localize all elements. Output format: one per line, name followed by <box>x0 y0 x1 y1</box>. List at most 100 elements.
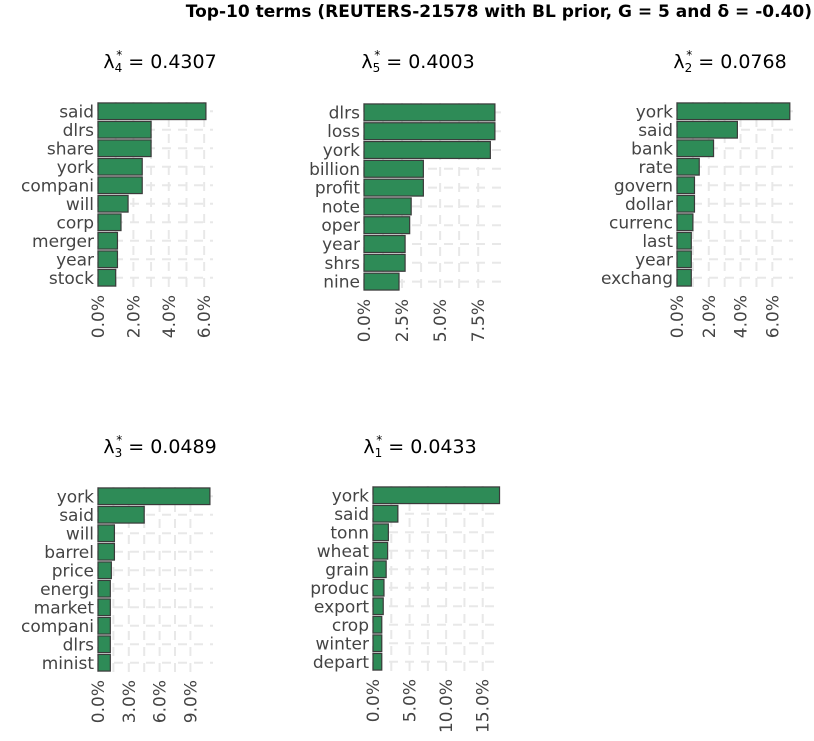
term-label: said <box>59 102 94 122</box>
bar <box>363 122 496 141</box>
bar <box>372 578 385 597</box>
bar <box>97 139 152 158</box>
lambda-subscript: 3 <box>114 446 123 460</box>
term-label: rate <box>638 158 673 178</box>
lambda-superscript: * <box>116 433 123 447</box>
tick-label: 4.0% <box>160 295 180 338</box>
term-label: nine <box>323 273 360 293</box>
lambda-symbol: λ <box>361 51 373 73</box>
lambda-superscript: * <box>686 48 693 62</box>
chart-panel-2: dlrslossyorkbillionprofitnoteoperyearshr… <box>309 103 501 342</box>
lambda-subscript: 2 <box>684 61 693 75</box>
term-label: said <box>59 506 94 526</box>
bar <box>97 524 116 543</box>
lambda-superscript: * <box>376 433 383 447</box>
bar <box>372 504 399 523</box>
tick-label: 4.0% <box>732 295 752 338</box>
bar <box>363 197 412 216</box>
term-label: bank <box>631 139 673 159</box>
lambda-superscript: * <box>374 48 381 62</box>
term-label: dollar <box>625 195 673 215</box>
term-label: york <box>636 102 673 122</box>
tick-label: 2.0% <box>124 295 144 338</box>
tick-label: 5.0% <box>431 299 451 342</box>
term-label: dlrs <box>329 103 361 123</box>
bar <box>97 653 111 672</box>
bar <box>363 159 424 178</box>
term-label: note <box>322 197 360 217</box>
lambda-subscript: 5 <box>372 61 381 75</box>
bar <box>372 486 501 505</box>
bar <box>676 268 692 287</box>
term-label: barrel <box>44 543 94 563</box>
term-label: minist <box>42 654 95 674</box>
term-label: loss <box>327 122 360 142</box>
bar <box>97 250 119 269</box>
tick-label: 0.0% <box>355 299 375 342</box>
tick-label: 15.0% <box>474 679 494 733</box>
bar <box>97 505 145 524</box>
term-label: energi <box>40 580 94 600</box>
term-label: produc <box>310 579 369 599</box>
lambda-value: = 0.0768 <box>692 51 787 73</box>
term-label: profit <box>315 179 361 199</box>
term-label: dlrs <box>63 121 95 141</box>
tick-label: 6.0% <box>151 680 171 723</box>
bar <box>97 102 207 121</box>
panel-title-3: λ2* = 0.0768 <box>630 48 814 75</box>
tick-label: 2.0% <box>700 295 720 338</box>
term-label: said <box>334 505 369 525</box>
term-label: govern <box>614 176 673 196</box>
bar <box>363 272 400 291</box>
term-label: currenc <box>609 213 673 233</box>
bar <box>97 487 211 506</box>
tick-label: 6.0% <box>195 295 215 338</box>
tick-label: 0.0% <box>89 680 109 723</box>
term-label: winter <box>315 634 369 654</box>
bar <box>363 178 424 197</box>
tick-label: 2.5% <box>393 299 413 342</box>
term-label: stock <box>49 269 94 289</box>
bar <box>372 634 383 653</box>
bar <box>363 253 406 272</box>
term-label: market <box>34 598 95 618</box>
panel-title-4: λ3* = 0.0489 <box>60 433 260 460</box>
term-label: york <box>323 141 360 161</box>
bar <box>97 542 116 561</box>
term-label: export <box>314 597 369 617</box>
bar <box>97 616 111 635</box>
bar <box>676 176 696 195</box>
bar <box>97 231 119 250</box>
term-label: said <box>638 121 673 141</box>
term-label: year <box>56 250 94 270</box>
term-label: last <box>642 232 673 252</box>
bar <box>372 541 389 560</box>
tick-label: 10.0% <box>437 679 457 733</box>
bar <box>676 139 715 158</box>
bar <box>97 213 122 232</box>
tick-label: 5.0% <box>401 679 421 722</box>
tick-label: 9.0% <box>181 680 201 723</box>
bar <box>363 216 411 235</box>
term-label: crop <box>332 616 369 636</box>
term-label: tonn <box>330 523 369 543</box>
lambda-symbol: λ <box>673 51 685 73</box>
term-label: york <box>57 487 94 507</box>
page-title: Top-10 terms (REUTERS-21578 with BL prio… <box>185 2 812 22</box>
term-label: year <box>635 250 673 270</box>
panel-title-1: λ4* = 0.4307 <box>60 48 260 75</box>
chart-panel-1: saiddlrsshareyorkcompaniwillcorpmergerye… <box>21 102 215 338</box>
bar <box>97 268 117 287</box>
bar <box>97 579 111 598</box>
tick-label: 3.0% <box>120 680 140 723</box>
chart-panel-3: yorksaidbankrategoverndollarcurrenclasty… <box>601 102 793 338</box>
bar <box>676 231 692 250</box>
bar <box>97 176 143 195</box>
term-label: price <box>52 561 94 581</box>
lambda-symbol: λ <box>103 51 115 73</box>
chart-panel-5: yorksaidtonnwheatgrainproducexportcropwi… <box>310 486 501 733</box>
term-label: year <box>322 235 360 255</box>
bar <box>363 140 491 160</box>
term-label: york <box>332 486 369 506</box>
